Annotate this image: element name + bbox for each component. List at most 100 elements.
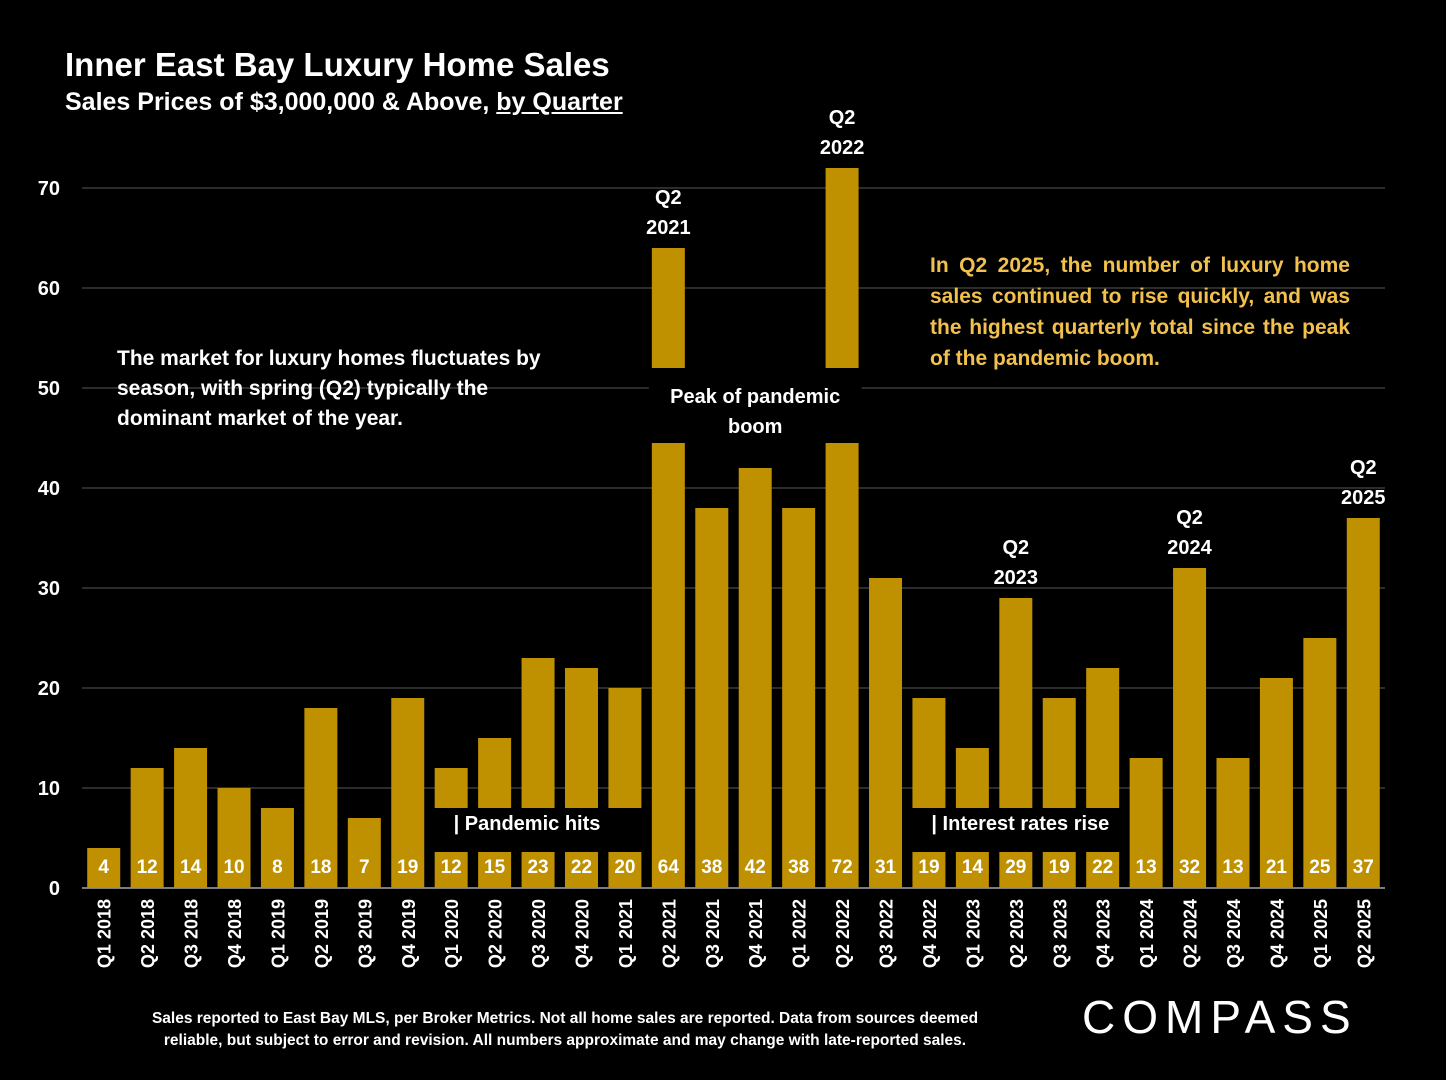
bar bbox=[738, 468, 772, 888]
q2-2025-note: In Q2 2025, the number of luxury home sa… bbox=[930, 254, 1350, 370]
bar-value-label: 20 bbox=[614, 857, 635, 878]
x-tick-label: Q1 2021 bbox=[616, 899, 636, 968]
bar-value-label: 29 bbox=[1005, 857, 1026, 878]
bar-value-label: 7 bbox=[359, 857, 370, 878]
bar bbox=[260, 808, 294, 888]
bar bbox=[1303, 638, 1337, 888]
bar-top-label: 2022 bbox=[820, 137, 865, 159]
bar bbox=[174, 748, 208, 888]
x-tick-label: Q1 2025 bbox=[1311, 899, 1331, 968]
bar-value-label: 64 bbox=[658, 857, 680, 878]
y-tick-label: 40 bbox=[38, 478, 60, 500]
annotation-box bbox=[648, 368, 862, 443]
x-tick-label: Q4 2022 bbox=[920, 899, 940, 968]
annotation-label: Peak of pandemic bbox=[670, 386, 840, 408]
bar-top-label: Q2 bbox=[1002, 537, 1029, 559]
bar-value-label: 19 bbox=[1049, 857, 1070, 878]
bar-top-label: 2023 bbox=[994, 567, 1039, 589]
y-tick-label: 0 bbox=[49, 878, 60, 900]
bar-top-label: 2024 bbox=[1167, 537, 1212, 559]
bar-value-label: 32 bbox=[1179, 857, 1200, 878]
x-tick-label: Q4 2018 bbox=[225, 899, 245, 968]
bar bbox=[304, 708, 338, 888]
bar-value-label: 4 bbox=[98, 857, 109, 878]
x-tick-label: Q1 2023 bbox=[963, 899, 983, 968]
x-tick-label: Q3 2023 bbox=[1050, 899, 1070, 968]
bar bbox=[869, 578, 903, 888]
y-tick-label: 60 bbox=[38, 278, 60, 300]
bar-value-label: 13 bbox=[1222, 857, 1243, 878]
subtitle-prefix: Sales Prices of $3,000,000 & Above, bbox=[65, 88, 497, 116]
footnote-line-2: reliable, but subject to error and revis… bbox=[163, 1032, 967, 1049]
x-tick-label: Q4 2020 bbox=[572, 899, 592, 968]
bar bbox=[608, 688, 642, 888]
annotation-box bbox=[431, 808, 645, 852]
x-tick-label: Q4 2019 bbox=[399, 899, 419, 968]
bar-value-label: 42 bbox=[745, 857, 766, 878]
footnote-line-1: Sales reported to East Bay MLS, per Brok… bbox=[151, 1010, 979, 1027]
x-tick-label: Q2 2024 bbox=[1181, 899, 1201, 968]
x-tick-label: Q4 2023 bbox=[1094, 899, 1114, 968]
subtitle-emphasis: by Quarter bbox=[496, 88, 623, 116]
bar-value-label: 38 bbox=[701, 857, 722, 878]
bar-value-label: 22 bbox=[571, 857, 592, 878]
bar bbox=[217, 788, 251, 888]
source-footnote: Sales reported to East Bay MLS, per Brok… bbox=[80, 1008, 1050, 1052]
bar bbox=[391, 698, 425, 888]
bar bbox=[1173, 568, 1207, 888]
x-tick-label: Q2 2025 bbox=[1354, 899, 1374, 968]
bar-value-label: 13 bbox=[1136, 857, 1157, 878]
bar-top-label: Q2 bbox=[1350, 457, 1377, 479]
y-tick-label: 50 bbox=[38, 378, 60, 400]
x-tick-label: Q1 2018 bbox=[95, 899, 115, 968]
bar-value-label: 21 bbox=[1266, 857, 1288, 878]
chart-title: Inner East Bay Luxury Home Sales bbox=[65, 46, 610, 83]
bar-value-label: 37 bbox=[1353, 857, 1374, 878]
bar-value-label: 22 bbox=[1092, 857, 1113, 878]
bar bbox=[1346, 518, 1380, 888]
bar-value-label: 12 bbox=[441, 857, 462, 878]
x-tick-label: Q2 2023 bbox=[1007, 899, 1027, 968]
bar bbox=[651, 248, 685, 888]
bar-value-label: 10 bbox=[223, 857, 244, 878]
bar bbox=[912, 698, 946, 888]
y-tick-label: 20 bbox=[38, 678, 60, 700]
x-tick-label: Q1 2019 bbox=[268, 899, 288, 968]
bar-value-label: 31 bbox=[875, 857, 897, 878]
bar-top-label: 2021 bbox=[646, 217, 691, 239]
bar bbox=[825, 168, 859, 888]
x-tick-label: Q2 2022 bbox=[833, 899, 853, 968]
bar-value-label: 19 bbox=[397, 857, 418, 878]
bar-value-label: 72 bbox=[832, 857, 853, 878]
x-tick-label: Q1 2022 bbox=[790, 899, 810, 968]
bar bbox=[1129, 758, 1163, 888]
y-tick-label: 70 bbox=[38, 178, 60, 200]
bar bbox=[1216, 758, 1250, 888]
bar bbox=[130, 768, 164, 888]
x-tick-label: Q3 2022 bbox=[877, 899, 897, 968]
bar-value-label: 38 bbox=[788, 857, 809, 878]
bar bbox=[695, 508, 729, 888]
annotation-box bbox=[909, 808, 1123, 852]
bar-value-label: 8 bbox=[272, 857, 283, 878]
annotation-label: | Interest rates rise bbox=[931, 813, 1109, 835]
annotation-label: boom bbox=[728, 416, 782, 438]
x-tick-label: Q2 2021 bbox=[659, 899, 679, 968]
annotation-label: | Pandemic hits bbox=[454, 813, 601, 835]
x-tick-label: Q3 2018 bbox=[182, 899, 202, 968]
bar bbox=[1086, 668, 1120, 888]
compass-logo: COMPASS bbox=[1082, 991, 1358, 1043]
bar bbox=[521, 658, 555, 888]
x-tick-label: Q3 2019 bbox=[355, 899, 375, 968]
x-tick-label: Q4 2024 bbox=[1267, 899, 1287, 968]
bar bbox=[1259, 678, 1293, 888]
bar-top-label: Q2 bbox=[655, 187, 682, 209]
bar-top-label: 2025 bbox=[1341, 487, 1386, 509]
bar-value-label: 14 bbox=[962, 857, 984, 878]
bar bbox=[564, 668, 598, 888]
x-tick-label: Q3 2020 bbox=[529, 899, 549, 968]
bar-value-label: 14 bbox=[180, 857, 202, 878]
x-tick-label: Q4 2021 bbox=[746, 899, 766, 968]
bar-value-label: 19 bbox=[918, 857, 939, 878]
